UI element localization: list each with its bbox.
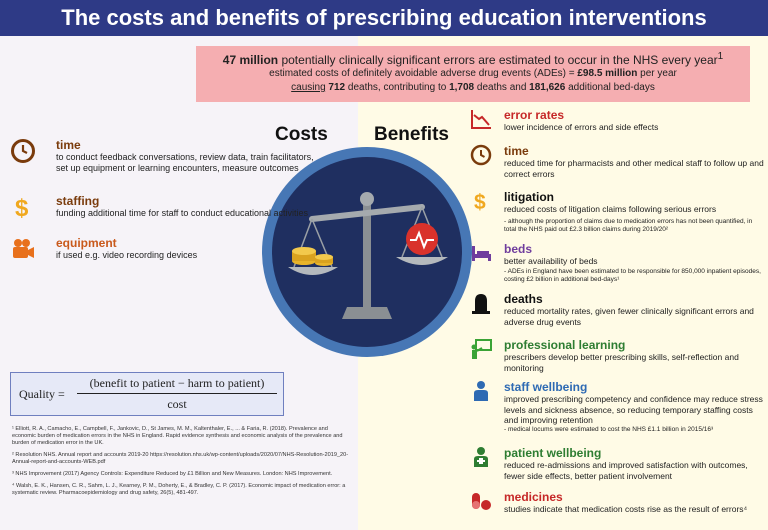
benefit-title-deaths: deaths [504,292,543,306]
cost-desc-time: to conduct feedback conversations, revie… [56,152,314,173]
patient-icon [474,447,488,467]
benefit-desc-deaths: reduced mortality rates, given fewer cli… [504,306,754,327]
stat-ade-period: per year [637,68,677,79]
stat-contrib-deaths: 1,708 [449,82,475,93]
cost-desc-equipment: if used e.g. video recording devices [56,250,198,260]
dollar-icon: $ [15,195,29,220]
teaching-icon [471,339,492,359]
person-icon [474,381,488,401]
stat-errors-count: 47 million [222,53,279,67]
quality-denominator: cost [167,397,187,411]
benefit-desc-medicines: studies indicate that medication costs r… [504,504,748,514]
balance-scale-icon [288,192,448,319]
quality-label: Quality = [19,387,65,401]
bed-icon [472,246,491,261]
cost-title-staffing: staffing [56,194,100,208]
dollar-icon: $ [474,191,486,212]
svg-text:$: $ [474,191,486,212]
chart-down-icon [471,110,491,129]
benefit-title-beds: beds [504,242,533,256]
benefit-title-patient-wellbeing: patient wellbeing [504,446,602,460]
benefit-title-professional-learning: professional learning [504,338,626,352]
benefit-desc-patient-wellbeing: reduced re-admissions and improved satis… [504,460,748,481]
benefit-desc-error-rates: lower incidence of errors and side effec… [504,122,659,132]
headstone-icon [472,294,490,314]
benefit-note-beds: - ADEs in England have been estimated to… [504,268,761,283]
benefit-desc-time: reduced time for pharmacists and other m… [504,158,764,179]
reference-2: ² Resolution NHS. Annual report and acco… [12,452,349,465]
pills-icon [472,493,491,510]
references: ¹ Elliott, R. A., Camacho, E., Campbell,… [12,426,352,502]
reference-3: ³ NHS Improvement (2017) Agency Controls… [12,471,333,477]
reference-4: ⁴ Walsh, E. K., Hansen, C. R., Sahm, L. … [12,483,346,496]
quality-numerator: (benefit to patient − harm to patient) [89,376,265,390]
svg-text:$: $ [15,195,29,220]
stat-ade-text: estimated costs of definitely avoidable … [269,68,578,79]
benefits-heading: Benefits [374,124,449,145]
stat-errors-text: potentially clinically significant error… [278,53,718,67]
fraction-bar [77,393,277,394]
benefit-note-staff-wellbeing: - medical locums were estimated to cost … [504,426,714,433]
benefit-note-litigation: - although the proportion of claims due … [504,218,753,233]
camera-icon [13,239,34,258]
clock-icon [470,144,492,166]
cost-title-equipment: equipment [56,236,117,250]
benefit-desc-litigation: reduced costs of litigation claims follo… [504,204,717,214]
stat-causing: causing [291,82,326,93]
stat-bed-days-text: additional bed-days [565,82,655,93]
page-title: The costs and benefits of prescribing ed… [0,0,768,36]
clock-icon [11,139,35,163]
benefit-title-staff-wellbeing: staff wellbeing [504,380,588,394]
stat-deaths: 712 [328,82,346,93]
stat-ade-cost: £98.5 million [577,68,638,79]
benefit-title-medicines: medicines [504,490,563,504]
cost-title-time: time [56,138,81,152]
reference-1: ¹ Elliott, R. A., Camacho, E., Campbell,… [12,426,343,446]
stat-and-text: deaths and [474,82,530,93]
benefit-desc-staff-wellbeing: improved prescribing competency and conf… [504,394,763,425]
errors-stats-box: 47 million potentially clinically signif… [196,46,750,102]
costs-heading: Costs [275,124,328,145]
stat-bed-days: 181,626 [529,82,566,93]
stat-errors-ref: 1 [717,51,724,62]
benefit-title-litigation: litigation [504,190,554,204]
benefit-desc-professional-learning: prescribers develop better prescribing s… [504,352,739,373]
stat-deaths-text: deaths, contributing to [345,82,450,93]
benefit-title-time: time [504,144,529,158]
quality-formula: Quality = (benefit to patient − harm to … [10,372,284,416]
benefit-desc-beds: better availability of beds [504,256,598,266]
cost-desc-staffing: funding additional time for staff to con… [56,208,308,218]
benefit-title-error-rates: error rates [504,108,565,122]
